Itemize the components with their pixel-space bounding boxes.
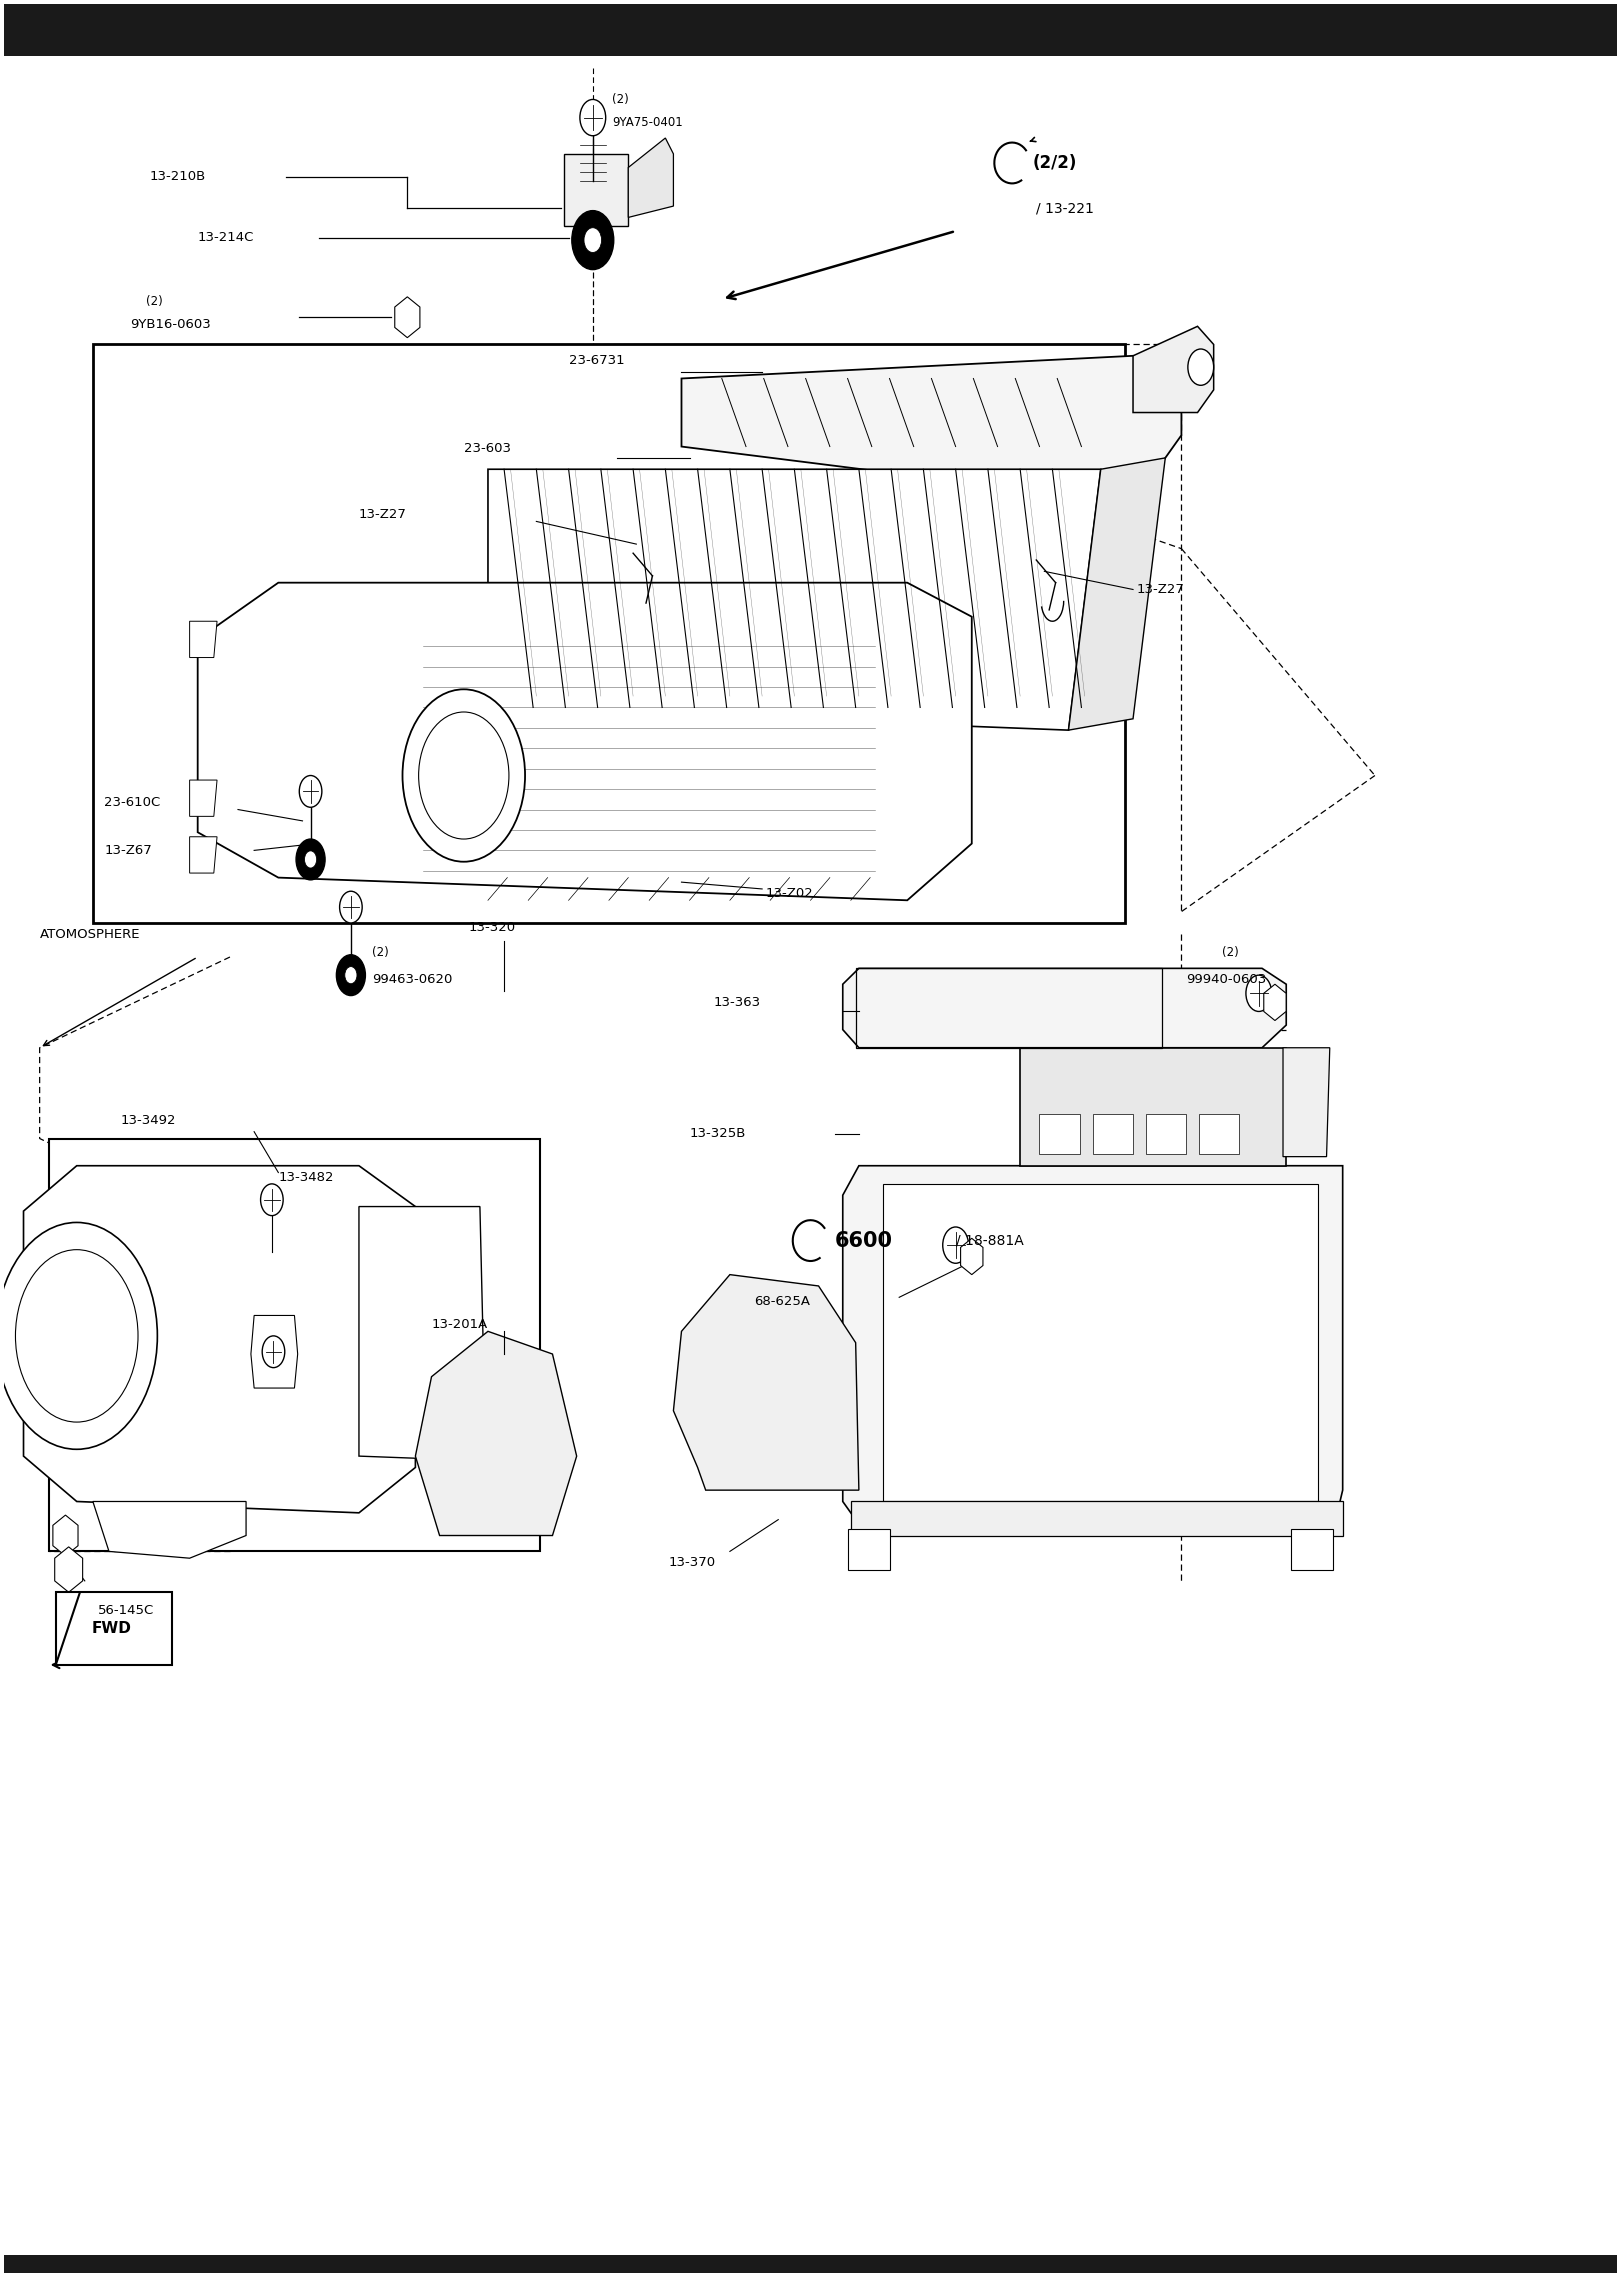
Polygon shape (1133, 326, 1214, 412)
Polygon shape (629, 139, 673, 216)
Text: 13-201A: 13-201A (431, 1318, 488, 1332)
Polygon shape (1068, 458, 1165, 731)
Text: (2): (2) (1222, 945, 1238, 959)
Text: (2): (2) (613, 93, 629, 107)
Circle shape (300, 776, 323, 808)
Circle shape (337, 954, 365, 995)
Polygon shape (415, 1332, 577, 1535)
Text: 23-6731: 23-6731 (569, 353, 624, 367)
Text: 13-Z02: 13-Z02 (765, 888, 814, 899)
Text: 13-210B: 13-210B (149, 171, 206, 182)
Bar (1020, 1047, 1285, 1166)
Bar (883, 1184, 1318, 1501)
Circle shape (418, 713, 509, 838)
Bar (5, 2254, 1616, 2272)
Polygon shape (488, 469, 1101, 731)
Circle shape (584, 228, 601, 253)
Circle shape (1247, 975, 1272, 1011)
Text: 68-625A: 68-625A (754, 1296, 810, 1309)
Circle shape (1188, 348, 1214, 385)
Circle shape (261, 1184, 284, 1216)
Polygon shape (53, 1514, 78, 1555)
Polygon shape (92, 1501, 246, 1557)
Circle shape (305, 852, 316, 868)
Polygon shape (190, 622, 217, 658)
Bar (1146, 1113, 1187, 1154)
Text: (2/2): (2/2) (1033, 155, 1078, 173)
Text: 9YA75-0401: 9YA75-0401 (613, 116, 682, 128)
Bar (92, 344, 1125, 922)
Polygon shape (190, 781, 217, 817)
Text: 13-370: 13-370 (668, 1555, 716, 1569)
Text: 99463-0620: 99463-0620 (371, 972, 452, 986)
Circle shape (297, 838, 326, 879)
Polygon shape (251, 1316, 298, 1389)
Text: ATOMOSPHERE: ATOMOSPHERE (39, 927, 139, 940)
Text: 13-Z27: 13-Z27 (1136, 583, 1183, 597)
Circle shape (340, 890, 361, 922)
Polygon shape (843, 968, 1285, 1047)
Text: 6600: 6600 (835, 1230, 893, 1250)
Polygon shape (49, 1138, 540, 1551)
Circle shape (263, 1337, 285, 1368)
Circle shape (943, 1227, 968, 1264)
Text: 13-325B: 13-325B (689, 1127, 746, 1141)
Circle shape (402, 690, 525, 861)
Text: 99940-0603: 99940-0603 (1187, 972, 1266, 986)
Text: 9YB16-0603: 9YB16-0603 (130, 317, 211, 330)
Text: 13-Z27: 13-Z27 (358, 508, 407, 521)
Text: / 13-221: / 13-221 (1036, 200, 1094, 216)
Circle shape (0, 1223, 157, 1448)
Text: 23-603: 23-603 (464, 442, 511, 455)
Text: 13-320: 13-320 (468, 920, 515, 934)
Polygon shape (843, 1166, 1342, 1523)
Text: 13-363: 13-363 (713, 995, 760, 1009)
Bar (1290, 1528, 1332, 1569)
Polygon shape (24, 1166, 415, 1512)
Polygon shape (851, 1501, 1342, 1535)
Polygon shape (681, 355, 1182, 503)
Polygon shape (358, 1207, 485, 1460)
Circle shape (572, 209, 614, 269)
Polygon shape (55, 1546, 83, 1592)
Bar (5, 5, 1616, 57)
Bar (848, 1528, 890, 1569)
Polygon shape (198, 583, 971, 899)
Text: 13-3492: 13-3492 (120, 1113, 175, 1127)
Text: FWD: FWD (91, 1621, 131, 1637)
Text: 13-Z67: 13-Z67 (104, 845, 152, 856)
Circle shape (580, 100, 606, 137)
Text: (2): (2) (371, 945, 389, 959)
Text: / 18-881A: / 18-881A (956, 1234, 1023, 1248)
Polygon shape (1282, 1047, 1329, 1157)
Bar (1200, 1113, 1240, 1154)
Bar (1039, 1113, 1080, 1154)
Text: 13-3482: 13-3482 (279, 1170, 334, 1184)
Text: (2): (2) (146, 294, 162, 307)
Polygon shape (1264, 984, 1285, 1020)
Text: 23-610C: 23-610C (104, 797, 160, 808)
Text: 13-214C: 13-214C (198, 232, 254, 244)
Circle shape (16, 1250, 138, 1423)
Circle shape (345, 965, 357, 984)
Polygon shape (961, 1239, 982, 1275)
Polygon shape (673, 1275, 859, 1489)
Bar (1093, 1113, 1133, 1154)
Polygon shape (564, 155, 629, 225)
Polygon shape (396, 296, 420, 337)
Text: 56-145C: 56-145C (97, 1603, 154, 1617)
Polygon shape (190, 836, 217, 872)
Polygon shape (55, 1592, 172, 1664)
